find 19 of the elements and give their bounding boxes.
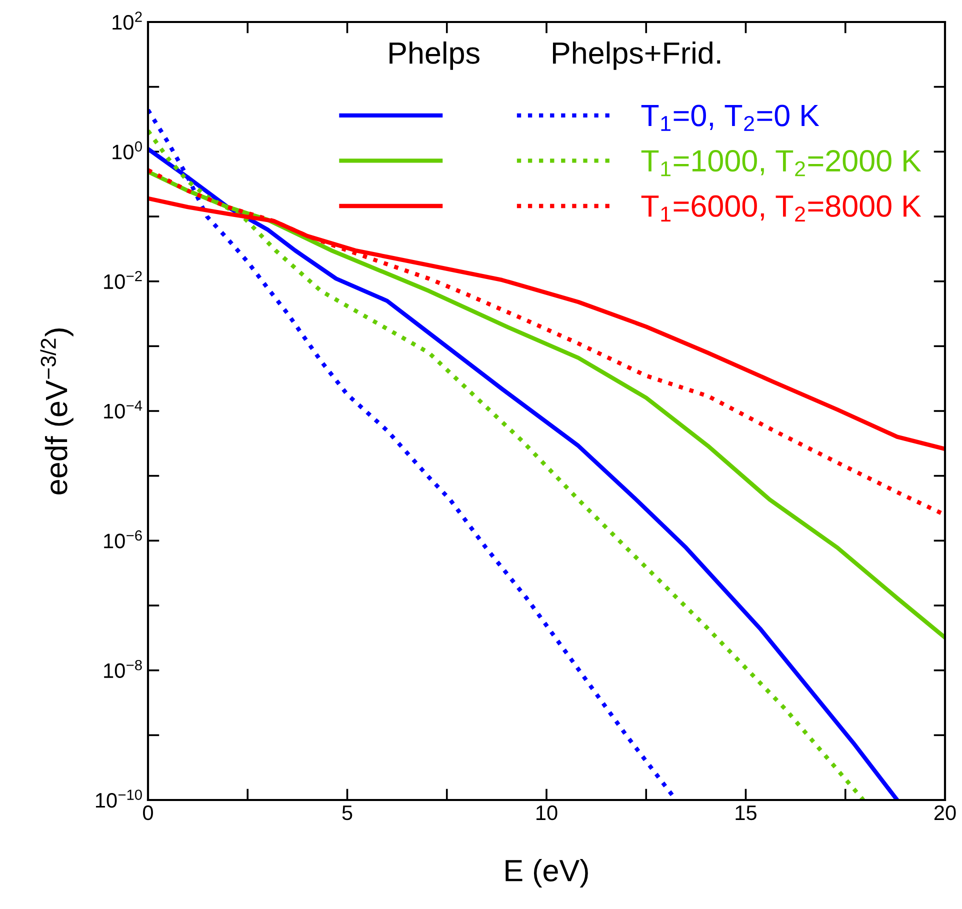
x-tick-label: 15 [736, 806, 756, 820]
x-axis-title: E (eV) [506, 859, 588, 888]
y-tick-label: 10$^{−2}$ [104, 270, 142, 290]
x-tick-label: 5 [342, 806, 352, 820]
y-tick-label: 10$^{2}$ [112, 12, 142, 30]
legend-label: T$_{1}$=0, T$_{2}$=0 K [641, 104, 820, 131]
legend-label: T$_{1}$=1000, T$_{2}$=2000 K [641, 150, 922, 176]
x-tick-label: 10 [536, 805, 558, 820]
x-tick-label: 0 [143, 805, 153, 820]
annotation: Phelps [390, 41, 480, 70]
y-tick-label: 10$^{−10}$ [96, 790, 142, 808]
y-tick-label: 10$^{−4}$ [104, 400, 142, 419]
x-tick-label: 20 [934, 805, 956, 820]
y-axis-title: eedf (eV$^{−3/2}$) [40, 328, 74, 494]
y-tick-label: 10$^{0}$ [112, 141, 142, 160]
legend-label: T$_{1}$=6000, T$_{2}$=8000 K [641, 195, 922, 222]
y-tick-label: 10$^{−8}$ [104, 660, 142, 678]
y-tick-label: 10$^{−6}$ [104, 530, 142, 548]
annotation: Phelps+Frid. [552, 41, 720, 70]
